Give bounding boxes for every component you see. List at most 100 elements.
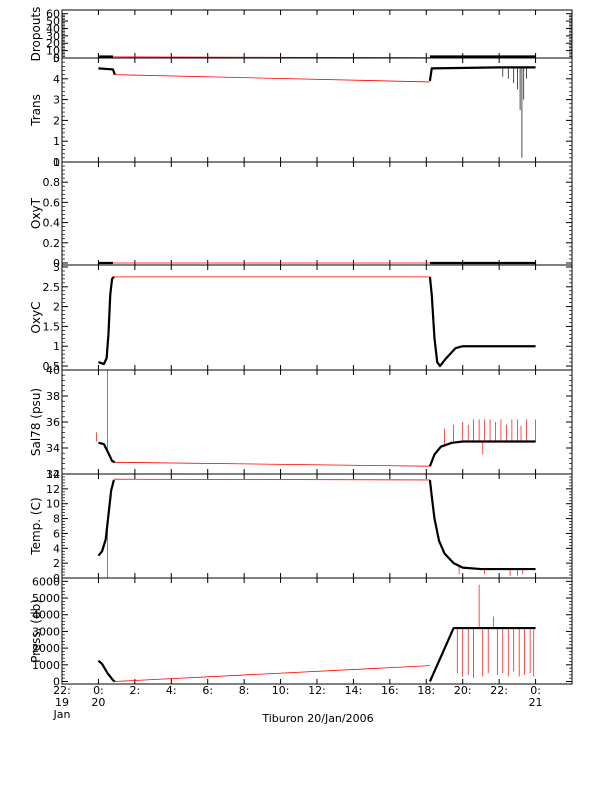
- y-tick-label: 14: [46, 468, 60, 481]
- chart-panels: 0102030405060Dropouts012345Trans00.20.40…: [29, 7, 573, 688]
- y-tick-label: 32: [46, 468, 60, 481]
- y-tick-label: 8: [53, 513, 60, 526]
- panel-frame: [61, 473, 573, 579]
- y-tick-label: 10: [46, 498, 60, 511]
- chart-caption: Tiburon 20/Jan/2006: [261, 712, 373, 725]
- panel-press: 0 1000 2000 3000 4000 5000 6000 Press. (db): [29, 575, 573, 688]
- y-tick-label: 4000: [32, 609, 60, 622]
- y-tick-label: 1000: [32, 659, 60, 672]
- data-line: [97, 479, 115, 557]
- panel-frame: [61, 264, 573, 371]
- data-line: [98, 441, 116, 464]
- panel-oxyt: 0 0.2 0.4 0.6 0.8 1 OxyT: [29, 156, 573, 270]
- x-tick-label: 14:: [345, 684, 363, 697]
- x-tick-label: Jan: [53, 708, 71, 721]
- data-line: [97, 659, 116, 683]
- y-axis-label: Dropouts: [29, 7, 43, 62]
- series-group: [96, 370, 536, 467]
- x-tick-label: 19: [55, 696, 69, 709]
- series-group: [98, 276, 536, 368]
- data-line: [428, 626, 536, 682]
- x-tick-label: 0:: [93, 684, 104, 697]
- x-tick-label: 22:: [490, 684, 508, 697]
- y-axis-label: OxyT: [29, 197, 43, 229]
- x-tick-label: 20:: [454, 684, 472, 697]
- y-axis-label: Sal78 (psu): [29, 388, 43, 456]
- y-tick-label: 0.4: [43, 217, 61, 230]
- y-tick-label: 6: [53, 527, 60, 540]
- connector-line: [113, 478, 430, 481]
- y-tick-label: 0: [53, 52, 60, 65]
- y-tick-label: 0: [53, 675, 60, 688]
- x-tick-label: 12:: [308, 684, 326, 697]
- y-tick-label: 1: [53, 340, 60, 353]
- y-tick-label: 0.6: [43, 196, 61, 209]
- y-tick-label: 6000: [32, 575, 60, 588]
- x-tick-label: 10:: [272, 684, 290, 697]
- y-tick-label: 0: [53, 156, 60, 169]
- x-tick-label: 21: [529, 696, 543, 709]
- y-tick-label: 40: [46, 364, 60, 377]
- data-line: [428, 66, 536, 82]
- panel-frame: [61, 161, 573, 266]
- y-tick-label: 40: [46, 22, 60, 35]
- y-axis-label: Temp. (C): [29, 497, 43, 555]
- x-tick-label: 0:: [530, 684, 541, 697]
- y-tick-label: 3: [53, 261, 60, 274]
- panel-frame: [61, 9, 573, 59]
- y-tick-label: 10: [46, 45, 60, 58]
- y-tick-label: 1: [53, 156, 60, 169]
- panel-frame: [61, 57, 573, 163]
- y-tick-label: 1.5: [43, 320, 61, 333]
- series-group: [98, 66, 536, 158]
- panel-frame: [61, 577, 573, 685]
- y-tick-label: 0.5: [43, 360, 61, 373]
- y-tick-label: 2000: [32, 642, 60, 655]
- y-axis-label: Press. (db): [29, 599, 43, 663]
- data-line: [428, 276, 536, 368]
- y-tick-label: 50: [46, 15, 60, 28]
- x-tick-label: 2:: [129, 684, 140, 697]
- y-tick-label: 4: [53, 542, 60, 555]
- y-axis-label: OxyC: [29, 301, 43, 333]
- x-tick-label: 8:: [239, 684, 250, 697]
- data-line: [98, 276, 115, 366]
- y-tick-label: 4: [53, 73, 60, 86]
- y-tick-label: 2.5: [43, 281, 61, 294]
- y-tick-label: 0.2: [43, 237, 61, 250]
- data-line: [428, 440, 536, 467]
- series-group: [97, 584, 536, 683]
- connector-line: [114, 74, 430, 83]
- data-line: [428, 479, 536, 571]
- x-tick-label: 20: [91, 696, 105, 709]
- x-tick-label: 22:: [53, 684, 71, 697]
- y-tick-label: 3000: [32, 625, 60, 638]
- y-tick-label: 0: [53, 257, 60, 270]
- panel-oxyc: 0.5 1 1.5 2 2.5 3 OxyC: [29, 261, 573, 373]
- y-tick-label: 34: [46, 442, 60, 455]
- y-tick-label: 38: [46, 390, 60, 403]
- y-axis-label: Trans: [29, 94, 43, 127]
- series-group: [97, 478, 536, 578]
- y-tick-label: 2: [53, 114, 60, 127]
- x-tick-label: 6:: [202, 684, 213, 697]
- y-tick-label: 3: [53, 94, 60, 107]
- y-tick-label: 2: [53, 301, 60, 314]
- x-tick-label: 4:: [166, 684, 177, 697]
- y-tick-label: 2: [53, 557, 60, 570]
- y-tick-label: 0.8: [43, 176, 61, 189]
- x-tick-label: 16:: [381, 684, 399, 697]
- y-tick-label: 0: [53, 572, 60, 585]
- y-tick-label: 20: [46, 37, 60, 50]
- connector-line: [114, 461, 430, 467]
- y-tick-label: 5000: [32, 592, 60, 605]
- panel-temp: 0 2 4 68 10 12 14 Temp. (C): [29, 468, 573, 585]
- connector-line: [114, 665, 430, 682]
- y-tick-label: 60: [46, 8, 60, 21]
- data-line: [98, 67, 116, 76]
